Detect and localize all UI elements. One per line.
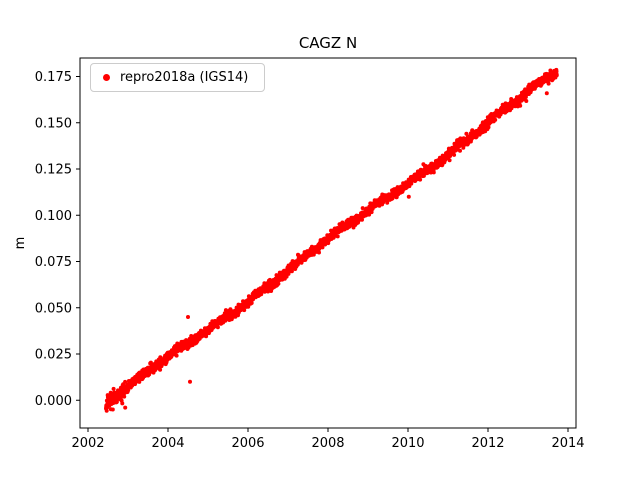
data-point [242,308,247,313]
data-point [123,379,128,384]
data-point [409,181,414,186]
x-tick-label: 2004 [151,436,184,451]
y-tick-label: 0.175 [35,70,72,85]
y-tick-label: 0.125 [35,163,72,178]
y-tick-label: 0.050 [35,301,72,316]
data-point [186,315,190,319]
x-tick-label: 2012 [471,436,504,451]
data-point [335,234,340,239]
data-point [544,91,549,96]
data-point [447,158,452,163]
data-point [189,334,194,338]
data-point [289,269,294,274]
data-point [126,388,131,393]
x-tick-label: 2008 [311,436,344,451]
data-point [317,250,321,255]
x-tick-label: 2014 [551,436,584,451]
data-point [174,353,179,358]
data-point [188,379,192,384]
y-tick-label: 0.100 [35,209,72,224]
data-point [123,405,128,410]
data-point [215,325,220,330]
data-point [458,148,462,153]
data-point [120,401,125,406]
y-tick-label: 0.025 [35,348,72,363]
data-point [111,386,116,391]
data-point [548,68,553,73]
y-tick-label: 0.075 [35,255,72,270]
data-point [158,367,163,372]
x-tick-label: 2010 [391,436,424,451]
data-point [320,245,325,250]
scatter-series [104,67,559,413]
data-point [406,194,411,199]
data-point [249,301,254,305]
y-tick-label: 0.000 [35,394,72,409]
data-point [431,170,436,175]
data-point [524,99,529,103]
data-point [461,145,466,150]
data-point [546,81,551,86]
data-point [554,73,559,78]
data-point [114,399,119,404]
data-point [518,103,523,108]
data-point [104,408,109,413]
data-point [493,117,498,122]
data-point [418,177,423,182]
legend: repro2018a (IGS14) [90,63,266,92]
data-point [122,394,127,399]
data-point [110,407,115,412]
data-point [367,212,372,217]
data-point [369,210,374,215]
data-point [486,125,491,130]
legend-marker-icon [103,74,110,81]
data-point [360,217,364,222]
x-tick-label: 2006 [231,436,264,451]
data-point [385,200,390,205]
data-point [452,152,457,157]
x-tick-label: 2002 [71,436,104,451]
chart-title: CAGZ N [298,34,358,52]
y-tick-label: 0.150 [35,116,72,131]
data-point [276,281,281,286]
data-point [360,206,365,211]
legend-label: repro2018a (IGS14) [120,70,249,85]
data-point [429,170,433,175]
